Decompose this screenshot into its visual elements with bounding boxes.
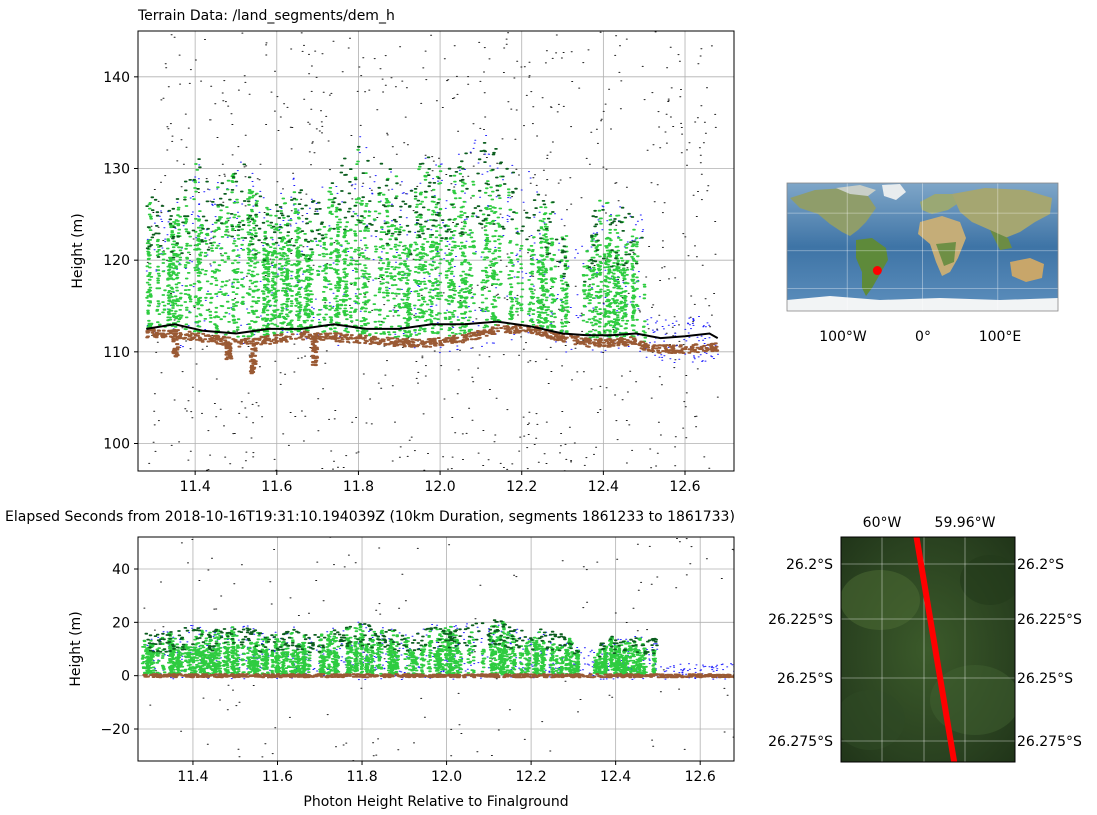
photon-layer xyxy=(142,673,734,679)
y-tick-label: 0 xyxy=(121,669,130,685)
top-y-axis-label: Height (m) xyxy=(70,213,86,288)
track-detail-map: 60°W 59.96°W 26.2°S 26.2°S 26.225°S 26.225°… xyxy=(768,515,1082,763)
elapsed-seconds-caption: Elapsed Seconds from 2018-10-16T19:31:10… xyxy=(5,509,735,525)
detail-tick-60w: 60°W xyxy=(863,515,902,531)
y-tick-label: 20 xyxy=(112,615,130,631)
y-tick-label: 120 xyxy=(103,253,130,269)
bottom-y-axis: −20 0 20 40 xyxy=(100,562,138,738)
x-tick-label: 11.8 xyxy=(343,479,374,495)
photon-layer xyxy=(144,619,659,658)
x-tick-label: 11.4 xyxy=(180,479,211,495)
x-tick-label: 11.6 xyxy=(261,479,292,495)
detail-lat-label-right: 26.225°S xyxy=(1017,612,1082,628)
world-tick-100w: 100°W xyxy=(819,329,867,345)
detail-lat-label-left: 26.275°S xyxy=(768,734,833,750)
detail-lat-label-right: 26.25°S xyxy=(1017,671,1073,687)
x-tick-label: 12.4 xyxy=(588,479,619,495)
world-tick-0: 0° xyxy=(915,329,931,345)
top-y-axis: 100 110 120 130 140 xyxy=(103,70,138,453)
continent-asia xyxy=(952,188,1052,238)
x-tick-label: 12.6 xyxy=(685,769,716,785)
top-chart-title: Terrain Data: /land_segments/dem_h xyxy=(137,8,395,24)
photon-layer xyxy=(224,341,234,361)
bottom-chart: 11.4 11.6 11.8 12.0 12.2 12.4 12.6 −20 0 20 40 He… xyxy=(68,536,735,810)
world-overview-map: 100°W 0° 100°E xyxy=(786,182,1059,345)
detail-lat-label-right: 26.275°S xyxy=(1017,734,1082,750)
detail-tick-59-96w: 59.96°W xyxy=(935,515,996,531)
photon-layer xyxy=(310,337,320,367)
y-tick-label: 140 xyxy=(103,70,130,86)
top-photon-cloud xyxy=(145,31,720,471)
continent-europe xyxy=(920,194,960,214)
detail-latitude-labels: 26.2°S 26.2°S 26.225°S 26.225°S 26.25°S 26.25… xyxy=(768,557,1082,750)
world-map-frame xyxy=(786,182,1059,312)
terrain-dem-line xyxy=(146,320,719,340)
y-tick-label: 130 xyxy=(103,162,130,178)
satellite-ground-track xyxy=(913,537,958,762)
continent-south-america xyxy=(856,238,888,296)
detail-lat-label-left: 26.2°S xyxy=(786,557,833,573)
top-chart: Terrain Data: /land_segments/dem_h 11.4 1… xyxy=(70,8,735,495)
x-tick-label: 11.8 xyxy=(346,769,377,785)
world-graticule xyxy=(787,183,1058,311)
x-tick-label: 12.2 xyxy=(506,479,537,495)
detail-lat-label-left: 26.225°S xyxy=(768,612,833,628)
continent-australia xyxy=(1010,258,1044,282)
continent-north-america xyxy=(790,188,876,236)
y-tick-label: −20 xyxy=(100,722,130,738)
detail-map-frame xyxy=(840,536,1016,763)
bottom-y-axis-label: Height (m) xyxy=(68,611,84,686)
world-tick-100e: 100°E xyxy=(979,329,1022,345)
bottom-photon-cloud xyxy=(140,537,734,761)
x-tick-label: 12.0 xyxy=(424,479,455,495)
top-x-axis: 11.4 11.6 11.8 12.0 12.2 12.4 12.6 xyxy=(180,471,701,495)
bottom-x-axis: 11.4 11.6 11.8 12.0 12.2 12.4 12.6 xyxy=(177,761,716,785)
photon-layer xyxy=(171,333,181,358)
x-tick-label: 11.4 xyxy=(177,769,208,785)
detail-lat-label-right: 26.2°S xyxy=(1017,557,1064,573)
photon-layer xyxy=(248,342,258,375)
x-tick-label: 12.4 xyxy=(600,769,631,785)
x-tick-label: 12.6 xyxy=(669,479,700,495)
x-tick-label: 11.6 xyxy=(262,769,293,785)
photon-layer xyxy=(145,148,648,343)
y-tick-label: 40 xyxy=(112,562,130,578)
x-tick-label: 12.2 xyxy=(516,769,547,785)
continent-greenland xyxy=(882,184,906,200)
continent-antarctica xyxy=(787,296,1058,311)
location-marker xyxy=(872,266,882,276)
photon-layer xyxy=(145,142,644,286)
photon-layer xyxy=(140,621,657,676)
y-tick-label: 110 xyxy=(103,345,130,361)
bottom-plot-frame xyxy=(137,536,735,762)
x-tick-label: 12.0 xyxy=(431,769,462,785)
detail-lat-label-left: 26.25°S xyxy=(777,671,833,687)
y-tick-label: 100 xyxy=(103,437,130,453)
bottom-x-axis-label: Photon Height Relative to Finalground xyxy=(303,794,568,810)
top-plot-frame xyxy=(137,30,735,472)
